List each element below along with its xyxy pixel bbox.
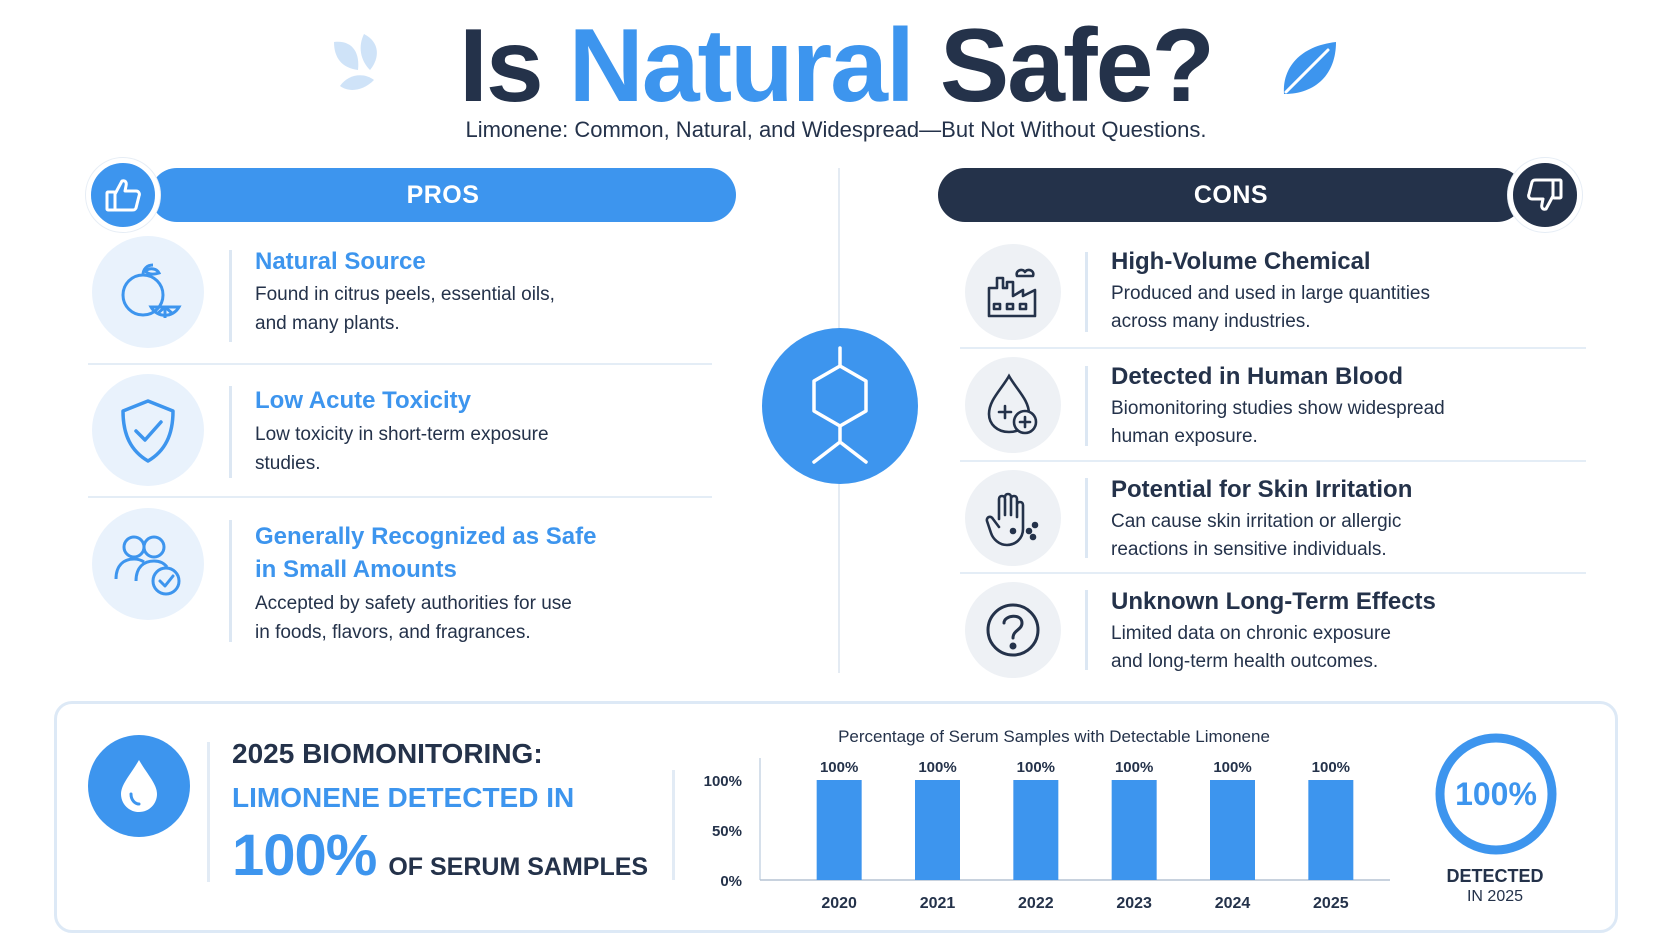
- bar: [816, 780, 862, 880]
- x-tick-label: 2024: [1215, 895, 1251, 912]
- bar-value-label: 100%: [1017, 759, 1055, 776]
- bar-value-label: 100%: [820, 759, 858, 776]
- thumbs-up-icon: [86, 158, 160, 232]
- cons-label: CONS: [1193, 180, 1269, 209]
- biomonitoring-heading: 2025 BIOMONITORING:: [232, 738, 543, 769]
- biomonitoring-subheading: LIMONENE DETECTED IN: [232, 782, 575, 813]
- ring-label: DETECTED: [1446, 866, 1544, 886]
- blood-drop-icon: [965, 357, 1061, 453]
- ring-value: 100%: [1455, 776, 1537, 812]
- bar: [1111, 780, 1157, 880]
- thumbs-down-icon: [1508, 158, 1582, 232]
- pros-item-title-line2: in Small Amounts: [255, 556, 457, 583]
- cons-item-title: Potential for Skin Irritation: [1111, 476, 1413, 503]
- hand-irritation-icon: [965, 470, 1061, 566]
- cons-item-desc: Biomonitoring studies show widespread: [1111, 398, 1445, 419]
- cons-item-desc: Produced and used in large quantities: [1111, 283, 1431, 304]
- pros-item-title: Low Acute Toxicity: [255, 387, 472, 414]
- bar: [1210, 780, 1255, 880]
- chart-title: Percentage of Serum Samples with Detecta…: [838, 727, 1270, 746]
- biomonitoring-panel: [54, 701, 1618, 933]
- bar-value-label: 100%: [918, 759, 956, 776]
- biomonitoring-stat: 100% OF SERUM SAMPLES: [232, 822, 648, 889]
- y-tick-label: 0%: [720, 873, 742, 890]
- biomonitoring-tail: OF SERUM SAMPLES: [388, 853, 649, 881]
- cons-item-title: Unknown Long-Term Effects: [1111, 588, 1436, 615]
- shield-check-icon: [92, 374, 204, 486]
- question-icon: [965, 582, 1061, 678]
- divider: [960, 347, 1586, 349]
- title-word-safe: Safe?: [939, 8, 1215, 124]
- pros-item-title: Natural Source: [255, 248, 426, 275]
- bar-value-label: 100%: [1115, 759, 1153, 776]
- pros-label: PROS: [406, 180, 480, 209]
- cons-item-desc: reactions in sensitive individuals.: [1111, 539, 1387, 560]
- item-divider: [1085, 478, 1088, 558]
- pros-item-desc: Accepted by safety authorities for use: [255, 593, 572, 614]
- citrus-icon: [92, 236, 204, 348]
- pros-item-desc: in foods, flavors, and fragrances.: [255, 622, 531, 643]
- page-subtitle: Limonene: Common, Natural, and Widesprea…: [465, 117, 1207, 142]
- panel-divider: [672, 770, 675, 880]
- title-word-is: Is: [458, 8, 544, 124]
- cons-item-desc: and long-term health outcomes.: [1111, 651, 1379, 672]
- item-divider: [229, 386, 232, 478]
- ring-sublabel: IN 2025: [1466, 888, 1524, 905]
- x-tick-label: 2021: [920, 895, 956, 912]
- leaf-icon: [1278, 38, 1340, 105]
- pros-item-desc: studies.: [255, 453, 321, 474]
- panel-divider: [207, 742, 210, 882]
- biomonitoring-percent: 100%: [232, 823, 377, 888]
- cons-item-desc: Can cause skin irritation or allergic: [1111, 511, 1402, 532]
- cons-item-desc: across many industries.: [1111, 311, 1311, 332]
- bar-value-label: 100%: [1312, 759, 1350, 776]
- serum-bar-chart: Percentage of Serum Samples with Detecta…: [704, 727, 1390, 912]
- title-word-natural: Natural: [568, 8, 915, 124]
- cons-item-desc: Limited data on chronic exposure: [1111, 623, 1391, 644]
- divider: [960, 572, 1586, 574]
- y-tick-label: 100%: [704, 773, 742, 790]
- detected-ring: 100%: [1435, 733, 1557, 855]
- pros-item-title: Generally Recognized as Safe: [255, 523, 597, 550]
- x-tick-label: 2025: [1313, 895, 1349, 912]
- users-check-icon: [92, 508, 204, 620]
- x-tick-label: 2022: [1018, 895, 1054, 912]
- x-tick-label: 2020: [821, 895, 857, 912]
- item-divider: [1085, 590, 1088, 670]
- divider: [88, 363, 712, 365]
- bar: [1308, 780, 1354, 880]
- item-divider: [1085, 252, 1088, 332]
- pros-item-desc: Found in citrus peels, essential oils,: [255, 284, 555, 305]
- x-tick-label: 2023: [1116, 895, 1152, 912]
- page-title: Is Natural Safe?: [0, 6, 1672, 126]
- divider: [88, 496, 712, 498]
- cons-item-desc: human exposure.: [1111, 426, 1258, 447]
- pros-banner: PROS: [150, 168, 736, 222]
- bar-value-label: 100%: [1213, 759, 1251, 776]
- item-divider: [229, 250, 232, 342]
- water-drop-icon: [88, 735, 190, 837]
- item-divider: [1085, 366, 1088, 446]
- molecule-icon: [762, 328, 918, 484]
- bar: [915, 780, 960, 880]
- bar: [1013, 780, 1059, 880]
- item-divider: [229, 520, 232, 642]
- pros-item-desc: and many plants.: [255, 313, 400, 334]
- cons-item-title: Detected in Human Blood: [1111, 363, 1404, 390]
- leaves-decoration-icon: [330, 30, 394, 101]
- y-tick-label: 50%: [712, 823, 742, 840]
- divider: [960, 460, 1586, 462]
- factory-icon: [965, 244, 1061, 340]
- cons-banner: CONS: [938, 168, 1524, 222]
- pros-item-desc: Low toxicity in short-term exposure: [255, 424, 549, 445]
- cons-item-title: High-Volume Chemical: [1111, 248, 1371, 275]
